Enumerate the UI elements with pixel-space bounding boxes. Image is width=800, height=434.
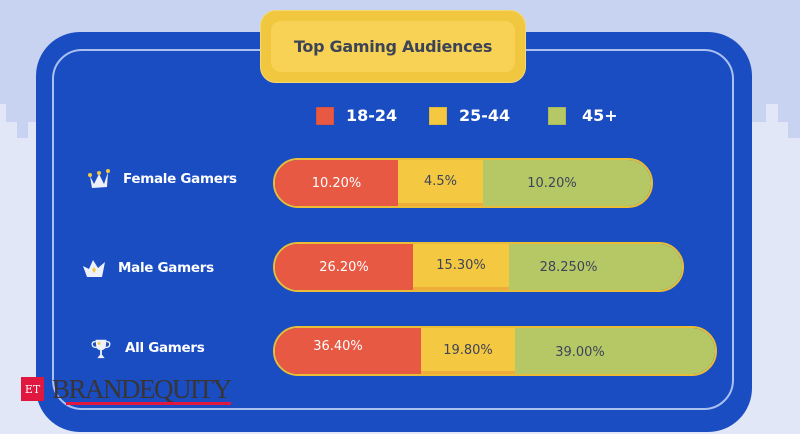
legend-item-25-44: 25-44 <box>429 106 510 125</box>
bar-all-gamers: 36.40% 19.80% 39.00% <box>273 326 717 376</box>
et-badge: ET <box>21 377 44 401</box>
segment-25-44: 4.5% <box>398 160 483 206</box>
legend-swatch-green <box>548 106 566 125</box>
legend-item-18-24: 18-24 <box>316 106 397 125</box>
skyline-decoration-left <box>0 104 6 134</box>
row-label-female-gamers: Female Gamers <box>87 168 237 190</box>
segment-18-24: 36.40% <box>275 328 421 374</box>
trophy-icon <box>91 339 111 359</box>
segment-45-plus: 39.00% <box>515 328 715 374</box>
crown-icon <box>88 169 110 188</box>
brandequity-wordmark: BRANDEQUITY <box>52 374 232 405</box>
title-banner: Top Gaming Audiences <box>260 10 526 83</box>
chart-title: Top Gaming Audiences <box>293 37 493 56</box>
legend-swatch-yellow <box>429 106 447 125</box>
segment-18-24: 26.20% <box>275 244 413 290</box>
bar-female-gamers: 10.20% 4.5% 10.20% <box>273 158 653 208</box>
skyline-decoration-left-step <box>17 122 28 138</box>
brandequity-logo: ET BRANDEQUITY <box>21 374 232 405</box>
skyline-decoration-right-step <box>788 122 800 138</box>
legend-swatch-red <box>316 106 334 125</box>
row-label-all-gamers: All Gamers <box>89 337 205 359</box>
legend-item-45-plus: 45+ <box>548 106 618 125</box>
segment-45-plus: 28.250% <box>509 244 682 290</box>
segment-25-44: 19.80% <box>421 328 515 374</box>
skyline-decoration-right <box>766 104 778 134</box>
segment-18-24: 10.20% <box>275 160 398 206</box>
row-label-male-gamers: Male Gamers <box>82 257 214 279</box>
bar-male-gamers: 26.20% 15.30% 28.250% <box>273 242 684 292</box>
segment-25-44: 15.30% <box>413 244 509 290</box>
segment-45-plus: 10.20% <box>483 160 651 206</box>
crown-icon <box>83 260 105 277</box>
